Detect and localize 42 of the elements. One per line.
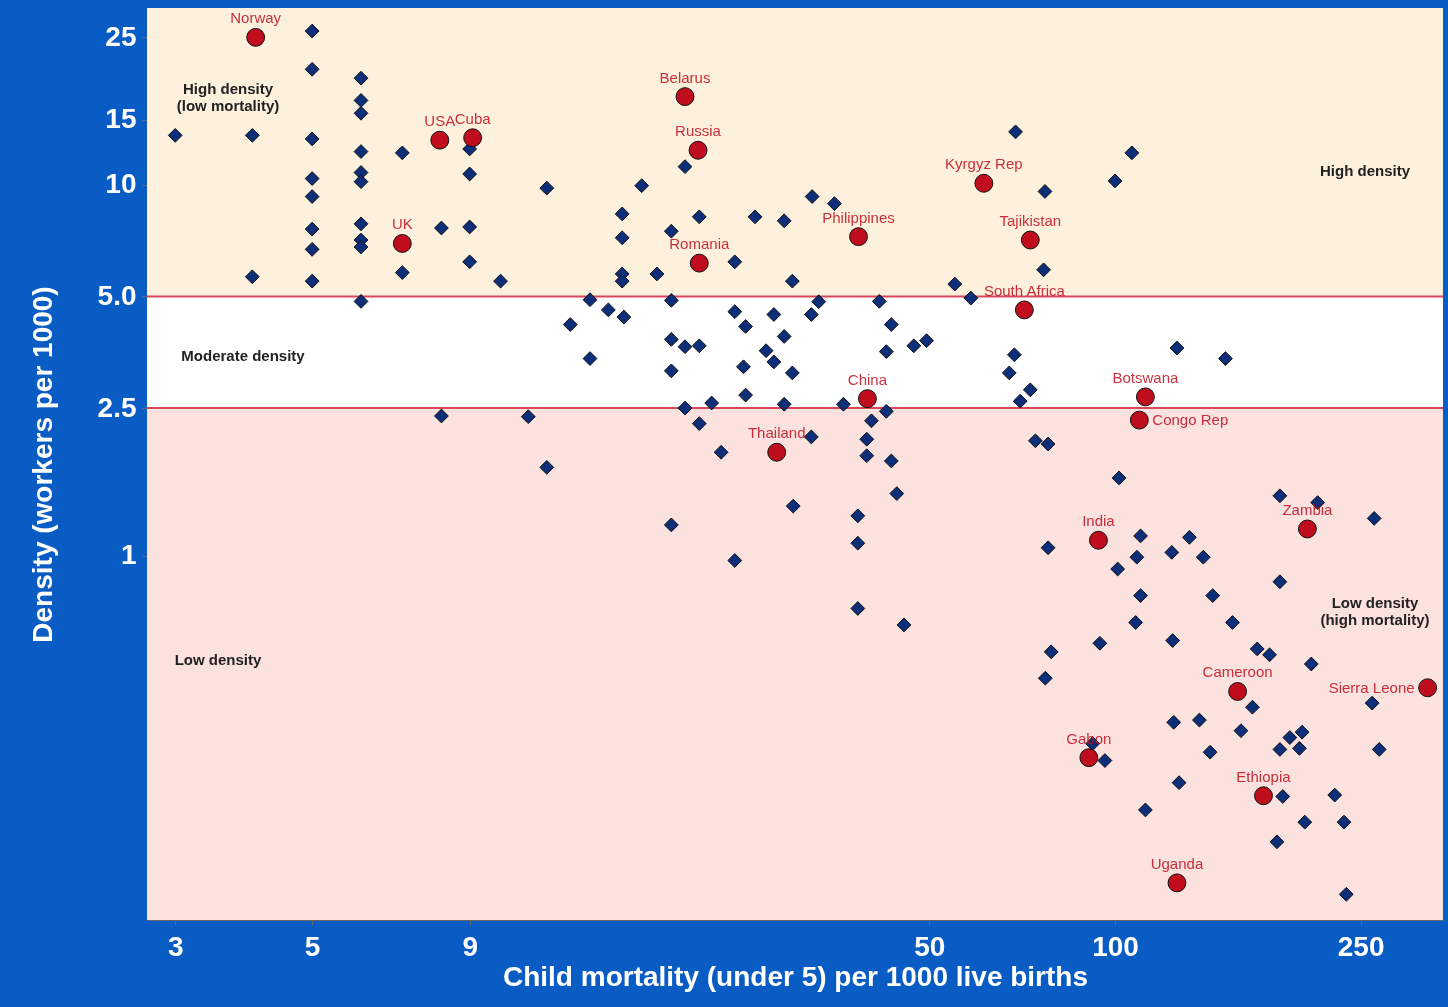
annotation: Thailand xyxy=(747,424,806,442)
annotation: Ethiopia xyxy=(1236,767,1292,785)
y-tick-label: 15 xyxy=(105,103,137,135)
y-axis-title: Density (workers per 1000) xyxy=(26,286,58,643)
annotation: Philippines xyxy=(822,208,895,226)
y-tick-label: 10 xyxy=(105,168,137,200)
annotation: Kyrgyz Rep xyxy=(945,155,1023,173)
y-tick-label: 5.0 xyxy=(97,279,137,311)
x-tick-label: 100 xyxy=(1092,930,1139,962)
annotation: South Africa xyxy=(983,281,1066,299)
annotation: India xyxy=(1082,512,1116,530)
annotation: China xyxy=(847,370,888,388)
x-tick-label: 5 xyxy=(304,930,321,962)
y-tick-label: 25 xyxy=(105,20,137,52)
band-label: Low density xyxy=(1331,594,1419,611)
annotation: Russia xyxy=(675,122,722,140)
annotation: High density (low mortality) xyxy=(176,80,280,114)
x-tick-label: 250 xyxy=(1337,930,1385,962)
x-tick-label: 3 xyxy=(167,930,184,962)
annotation: Norway xyxy=(230,9,282,27)
annotation: Zambia xyxy=(1282,500,1334,518)
y-tick-label: 1 xyxy=(120,539,137,571)
x-tick-label: 9 xyxy=(462,930,478,962)
annotation: UK xyxy=(391,215,413,233)
annotation: Romania xyxy=(669,235,730,253)
annotation: Tajikistan xyxy=(999,212,1062,230)
band-label: Moderate density xyxy=(181,347,306,364)
annotation: Belarus xyxy=(659,68,711,86)
x-axis-title: Child mortality (under 5) per 1000 live births xyxy=(502,960,1089,992)
annotation: Sierra Leone xyxy=(1328,678,1415,696)
annotation: Botswana xyxy=(1112,368,1179,386)
text: Low density xyxy=(174,651,262,668)
annotation: Uganda xyxy=(1150,854,1204,872)
annotation: Gabon xyxy=(1066,729,1112,747)
y-tick-label: 2.5 xyxy=(97,391,137,423)
annotation: Congo Rep xyxy=(1152,411,1229,429)
annotation: Cuba xyxy=(454,109,492,127)
annotation: Cameroon xyxy=(1202,663,1273,681)
annotation: USA xyxy=(424,112,456,130)
text: (high mortality) xyxy=(1320,611,1430,628)
band-label: High density xyxy=(1319,162,1411,179)
x-tick-label: 50 xyxy=(914,930,946,962)
